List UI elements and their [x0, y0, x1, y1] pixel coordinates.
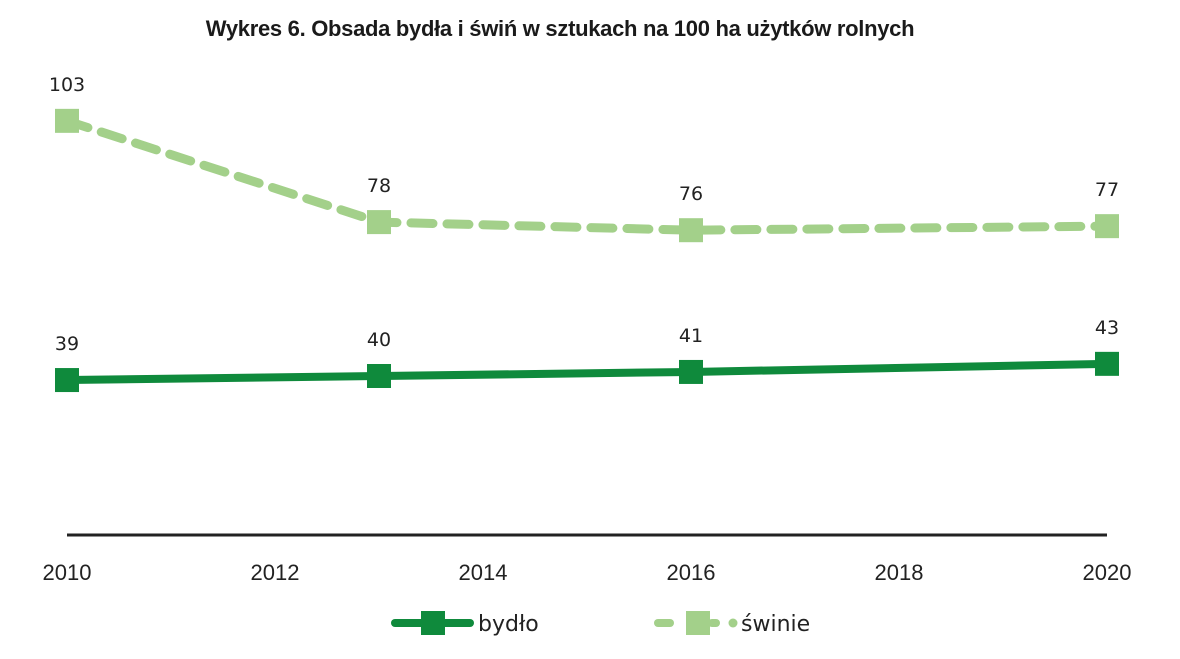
- data-point-marker: [1095, 351, 1119, 376]
- series-line-bydlo: [63, 359, 1111, 385]
- legend-label-bydlo: bydło: [478, 612, 539, 637]
- x-tick-label: 2016: [667, 560, 716, 585]
- data-label: 40: [367, 329, 391, 351]
- x-axis: 2010 2012 2014 2016 2018 2020: [43, 533, 1132, 585]
- x-tick-label: 2018: [875, 560, 924, 585]
- legend-label-swinie: świnie: [741, 612, 810, 637]
- series-layer: [55, 108, 1119, 393]
- legend-marker-bydlo: [421, 611, 445, 635]
- data-point-marker: [679, 218, 703, 243]
- data-label: 78: [367, 175, 391, 197]
- data-labels: 39 40 41 43 103 78 76 77: [49, 74, 1119, 355]
- x-tick-label: 2020: [1083, 560, 1132, 585]
- data-label: 76: [679, 183, 703, 205]
- data-point-marker: [55, 368, 79, 393]
- data-label: 43: [1095, 317, 1119, 339]
- data-point-marker: [367, 210, 391, 235]
- data-point-marker: [367, 364, 391, 388]
- data-point-marker: [1095, 214, 1119, 239]
- data-label: 77: [1095, 179, 1119, 201]
- series-line-swinie: [62, 116, 1112, 235]
- data-label: 39: [55, 333, 79, 355]
- chart-title: Wykres 6. Obsada bydła i świń w sztukach…: [205, 16, 915, 41]
- x-tick-label: 2014: [459, 560, 508, 585]
- x-tick-label: 2012: [251, 560, 300, 585]
- data-point-marker: [679, 359, 703, 384]
- x-tick-label: 2010: [43, 560, 92, 585]
- data-point-marker: [55, 108, 79, 133]
- legend-dot-swinie: [728, 618, 738, 628]
- data-label: 41: [679, 325, 703, 347]
- data-label: 103: [49, 74, 85, 96]
- legend: bydło świnie: [391, 611, 810, 637]
- legend-marker-swinie: [686, 611, 710, 635]
